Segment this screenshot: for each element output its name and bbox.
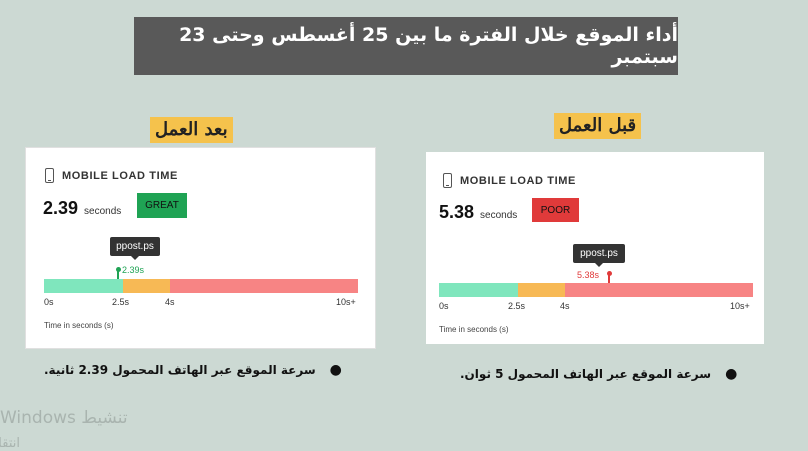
after-tick-2: 4s [165, 297, 175, 307]
before-bullet-text: سرعة الموقع عبر الهاتف المحمول 5 ثوان. [460, 367, 712, 381]
after-marker-label: 2.39s [122, 265, 145, 275]
before-marker-label: 5.38s [577, 270, 600, 280]
after-site-tooltip: ppost.ps [110, 237, 160, 260]
after-bullet: ● سرعة الموقع عبر الهاتف المحمول 2.39 ثا… [44, 362, 342, 378]
before-scale-bar [439, 283, 753, 297]
after-value-row: 2.39 seconds [43, 198, 121, 219]
before-tick-0: 0s [439, 301, 449, 311]
after-segment-good [44, 279, 123, 293]
after-card: MOBILE LOAD TIME 2.39 seconds GREAT ppos… [26, 148, 375, 348]
before-axis-title: Time in seconds (s) [439, 325, 509, 334]
before-bullet: ● سرعة الموقع عبر الهاتف المحمول 5 ثوان. [460, 366, 737, 382]
before-value-row: 5.38 seconds [439, 202, 517, 223]
watermark-line-2: انتقل إلى الإعدادات لتنشيط Windows. [0, 436, 20, 451]
before-card: MOBILE LOAD TIME 5.38 seconds POOR ppost… [426, 152, 764, 344]
after-tick-1: 2.5s [112, 297, 130, 307]
after-load-time-unit: seconds [84, 206, 122, 217]
after-rating-badge: GREAT [137, 193, 187, 218]
after-bullet-text: سرعة الموقع عبر الهاتف المحمول 2.39 ثاني… [44, 363, 316, 377]
after-label: بعد العمل [150, 117, 233, 143]
after-axis-title: Time in seconds (s) [44, 321, 114, 330]
after-segment-average [122, 279, 170, 293]
before-label: قبل العمل [554, 113, 642, 139]
bullet-dot-icon: ● [725, 366, 738, 382]
mobile-phone-icon [443, 173, 452, 188]
after-scale-bar [44, 279, 358, 293]
after-metric-label: MOBILE LOAD TIME [62, 169, 178, 182]
before-tick-2: 4s [560, 301, 570, 311]
before-segment-average [517, 283, 565, 297]
bullet-dot-icon: ● [329, 362, 342, 378]
mobile-phone-icon [45, 168, 54, 183]
after-card-header: MOBILE LOAD TIME [45, 168, 178, 183]
before-rating-badge: POOR [532, 198, 579, 222]
before-site-tooltip: ppost.ps [573, 244, 625, 267]
before-load-time-unit: seconds [480, 210, 518, 221]
after-load-time-value: 2.39 [43, 198, 79, 218]
after-tick-3: 10s+ [336, 297, 356, 307]
watermark-line-1: تنشيط Windows [0, 408, 128, 428]
before-metric-label: MOBILE LOAD TIME [460, 174, 576, 187]
before-tick-3: 10s+ [730, 301, 750, 311]
page-title: أداء الموقع خلال الفترة ما بين 25 أغسطس … [134, 17, 678, 75]
before-load-time-value: 5.38 [439, 202, 475, 222]
before-segment-good [439, 283, 518, 297]
after-tick-0: 0s [44, 297, 54, 307]
before-tick-1: 2.5s [508, 301, 526, 311]
before-segment-poor [564, 283, 753, 297]
before-card-header: MOBILE LOAD TIME [443, 173, 576, 188]
after-segment-poor [169, 279, 358, 293]
